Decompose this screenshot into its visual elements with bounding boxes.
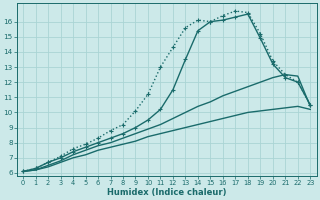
X-axis label: Humidex (Indice chaleur): Humidex (Indice chaleur) (107, 188, 227, 197)
